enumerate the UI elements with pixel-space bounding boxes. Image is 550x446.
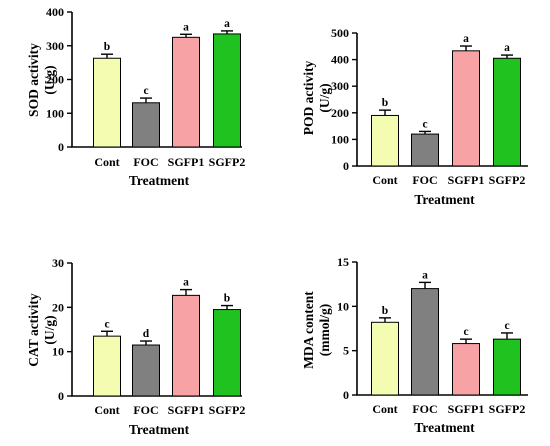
sod-y-tick-label: 0	[58, 140, 64, 154]
sod-y-tick-label: 100	[46, 106, 64, 120]
cat-y-tick-label: 20	[52, 300, 64, 314]
sod-significance-label: a	[224, 18, 230, 30]
sod-significance-label: b	[104, 41, 110, 53]
pod-category-label: SGFP1	[448, 173, 485, 187]
mda-x-axis-title: Treatment	[414, 420, 475, 435]
cat-bar-sgfp1	[172, 294, 200, 397]
cat-significance-label: b	[224, 293, 230, 305]
sod-category-label: Cont	[94, 155, 119, 169]
sod-category-label: FOC	[133, 155, 158, 169]
cat-bar-foc	[132, 344, 160, 397]
cat-y-tick-label: 30	[52, 256, 64, 270]
cat-x-axis-title: Treatment	[129, 422, 190, 437]
pod-category-label: SGFP2	[489, 173, 526, 187]
mda-significance-label: c	[463, 326, 468, 338]
pod-category-label: Cont	[372, 173, 397, 187]
cat-category-label: Cont	[94, 403, 119, 417]
cat-category-label: SGFP1	[168, 403, 205, 417]
pod-x-axis-title: Treatment	[414, 192, 475, 207]
pod-y-tick-label: 100	[331, 132, 349, 146]
sod-bar-cont	[93, 57, 121, 148]
mda-bar-sgfp1	[452, 343, 480, 396]
sod-y-axis-title: SOD activity(U/g)	[26, 43, 57, 117]
mda-bar-cont	[371, 321, 399, 396]
pod-y-axis-title: POD activity(U/g)	[301, 60, 332, 135]
pod-y-tick-label: 200	[331, 106, 349, 120]
pod-significance-label: a	[504, 42, 510, 54]
sod-y-tick-label: 400	[46, 5, 64, 19]
mda-category-label: Cont	[372, 402, 397, 416]
pod-significance-label: c	[422, 118, 427, 130]
sod-y-tick-label: 200	[46, 73, 64, 87]
pod-bar-sgfp2	[493, 57, 521, 167]
sod-bar-foc	[132, 102, 160, 148]
pod-category-label: FOC	[412, 173, 437, 187]
pod-activity-chart: 0 100 200 300 400 500 b Cont c FOC a SGFP1 a SGFP2 Tre…	[301, 26, 528, 207]
mda-significance-label: c	[504, 320, 509, 332]
pod-y-tick-label: 400	[331, 53, 349, 67]
pod-y-tick-label: 0	[343, 159, 349, 173]
mda-bar-foc	[411, 288, 439, 396]
pod-bar-sgfp1	[452, 50, 480, 167]
mda-category-label: SGFP1	[448, 402, 485, 416]
pod-significance-label: a	[463, 33, 469, 45]
pod-y-tick-label: 300	[331, 79, 349, 93]
mda-y-tick-label: 0	[343, 388, 349, 402]
mda-y-tick-label: 5	[343, 344, 349, 358]
pod-y-tick-label: 500	[331, 26, 349, 40]
pod-bar-cont	[371, 114, 399, 167]
cat-y-tick-label: 0	[58, 389, 64, 403]
mda-category-label: SGFP2	[489, 402, 526, 416]
cat-bar-cont	[93, 335, 121, 397]
sod-category-label: SGFP2	[209, 155, 246, 169]
cat-activity-chart: 0 10 20 30 c Cont d FOC a SGFP1 b SGFP2 Treatment CAT…	[26, 256, 245, 437]
mda-y-axis-title: MDA content(mmol/g)	[301, 291, 332, 369]
sod-x-axis-title: Treatment	[129, 173, 190, 188]
cat-significance-label: a	[183, 277, 189, 289]
pod-significance-label: b	[382, 97, 388, 109]
mda-content-chart: 0 5 10 15 b Cont a FOC c SGFP1 c SGFP2 Treatment MDA …	[301, 255, 528, 435]
mda-significance-label: b	[382, 305, 388, 317]
mda-significance-label: a	[422, 269, 428, 281]
sod-y-tick-label: 300	[46, 39, 64, 53]
cat-significance-label: d	[143, 328, 150, 340]
cat-category-label: FOC	[133, 403, 158, 417]
sod-significance-label: a	[183, 21, 189, 33]
cat-category-label: SGFP2	[209, 403, 246, 417]
pod-bar-foc	[411, 133, 439, 167]
sod-activity-chart: 0 100 200 300 400 b Cont c FOC a SGFP1 a SGFP2 Treatm…	[26, 5, 245, 188]
mda-bar-sgfp2	[493, 338, 521, 396]
mda-category-label: FOC	[412, 402, 437, 416]
cat-y-axis-title: CAT activity(U/g)	[26, 293, 57, 367]
cat-bar-sgfp2	[213, 309, 241, 397]
sod-bar-sgfp1	[172, 36, 200, 148]
mda-y-tick-label: 10	[337, 299, 349, 313]
mda-y-tick-label: 15	[337, 255, 349, 269]
sod-category-label: SGFP1	[168, 155, 205, 169]
sod-significance-label: c	[143, 85, 148, 97]
cat-y-tick-label: 10	[52, 345, 64, 359]
cat-significance-label: c	[104, 318, 109, 330]
sod-bar-sgfp2	[213, 33, 241, 148]
